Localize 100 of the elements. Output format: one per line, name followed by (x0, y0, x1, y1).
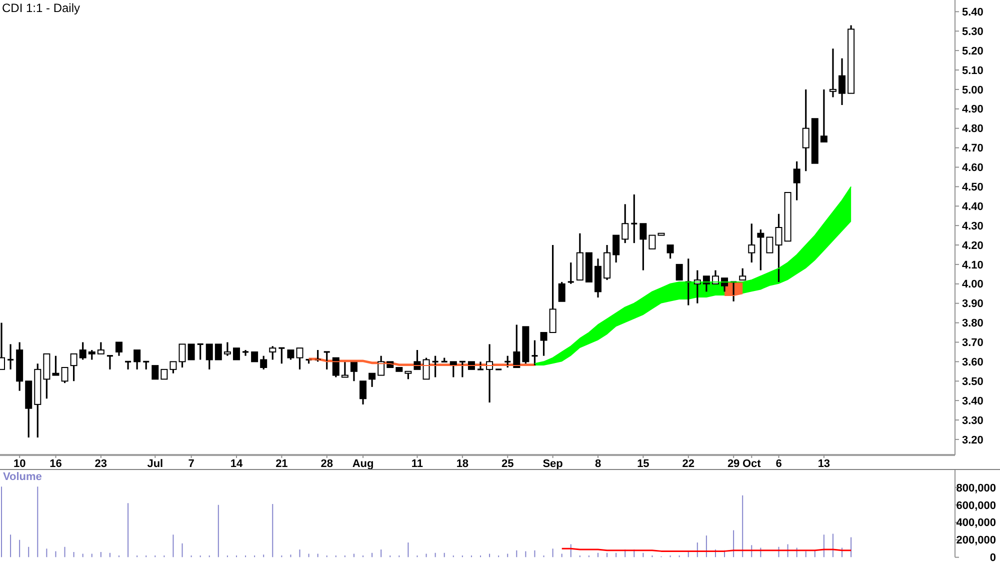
y-tick-label: 4.90 (962, 104, 984, 116)
candlestick (476, 360, 484, 370)
y-tick-label: 5.30 (962, 26, 984, 38)
candlestick (666, 244, 674, 260)
candlestick (540, 332, 548, 357)
x-tick-label: 13 (818, 458, 830, 470)
x-tick-label: 11 (411, 458, 424, 470)
x-tick-label: 21 (276, 458, 288, 470)
x-tick-label: 16 (50, 458, 62, 470)
candlestick (70, 353, 78, 382)
candlestick (152, 365, 159, 380)
y-tick-label: 4.00 (962, 278, 984, 291)
x-tick-label: 8 (594, 458, 602, 470)
y-tick-label: 3.50 (962, 376, 984, 388)
candlestick (232, 348, 240, 360)
candlestick (802, 88, 810, 172)
candlestick (513, 324, 520, 368)
candlestick (630, 194, 638, 244)
candlestick (558, 281, 566, 302)
y-tick-label: 0 (990, 552, 996, 562)
y-tick-label: 4.70 (962, 142, 984, 155)
candlestick (170, 360, 177, 374)
x-tick-label: Jul (147, 458, 164, 470)
candlestick (178, 343, 186, 368)
candlestick (766, 236, 774, 254)
candlestick (296, 347, 304, 370)
candlestick (287, 349, 294, 361)
x-tick-label: Aug (352, 458, 374, 470)
candlestick (530, 339, 539, 366)
candlestick (115, 341, 122, 357)
x-tick-label: 25 (502, 458, 514, 470)
y-tick-label: 5.20 (962, 45, 984, 58)
y-tick-label: 3.80 (962, 318, 984, 330)
y-tick-label: 5.40 (962, 6, 984, 19)
candlestick (341, 360, 348, 378)
candlestick (360, 380, 367, 406)
candlestick (206, 343, 213, 370)
x-tick-label: 18 (456, 458, 469, 470)
candlestick (820, 88, 828, 143)
x-tick-label: Oct (742, 458, 762, 470)
candlestick (504, 355, 512, 368)
candlestick (52, 355, 60, 376)
y-tick-label: 3.40 (962, 395, 984, 408)
candlestick (567, 262, 575, 285)
candlestick (648, 234, 656, 250)
y-tick-label: 200,000 (956, 534, 996, 547)
candlestick (269, 345, 276, 361)
candlestick (188, 344, 195, 360)
candlestick (640, 222, 647, 272)
candlestick (323, 351, 331, 370)
y-tick-label: 3.30 (962, 414, 984, 427)
y-tick-label: 4.20 (962, 240, 984, 252)
candlestick (829, 48, 836, 98)
y-tick-label: 4.40 (962, 200, 984, 213)
chart-title: CDI 1:1 - Daily (2, 1, 80, 15)
candlestick (612, 234, 620, 264)
y-tick-label: 5.00 (962, 84, 984, 96)
y-tick-label: 4.10 (962, 259, 984, 272)
x-tick-label: 22 (682, 458, 695, 470)
candlestick (422, 356, 430, 380)
candlestick (622, 203, 629, 244)
candlestick (676, 264, 683, 280)
y-tick-label: 600,000 (956, 500, 996, 512)
x-tick-label: 7 (188, 458, 194, 470)
y-tick-label: 4.80 (962, 123, 984, 136)
candlestick (739, 268, 746, 281)
x-tick-label: 23 (94, 458, 108, 470)
y-tick-label: 800,000 (956, 482, 996, 494)
candlestick (332, 356, 340, 378)
candlestick (702, 275, 710, 292)
candlestick (251, 351, 258, 362)
candlestick (260, 355, 268, 370)
y-tick-label: 4.30 (962, 220, 984, 232)
x-tick-label: Sep (542, 458, 564, 470)
y-tick-label: 4.50 (962, 182, 984, 194)
y-tick-label: 3.90 (962, 298, 984, 310)
candlestick (748, 222, 756, 264)
candlestick (97, 341, 104, 355)
candlestick (486, 343, 494, 404)
candlestick (838, 58, 846, 106)
candlestick (106, 355, 114, 370)
x-tick-label: 28 (320, 458, 333, 470)
candlestick (278, 347, 286, 364)
series-label: Volume (3, 471, 42, 483)
candlestick (160, 368, 168, 380)
candlestick (368, 372, 376, 388)
candlestick (458, 360, 466, 378)
y-tick-label: 4.60 (962, 162, 984, 174)
candlestick (378, 355, 385, 376)
candlestick (242, 349, 250, 357)
candlestick (61, 366, 68, 384)
x-tick-label: 29 (727, 458, 740, 470)
candlestick (134, 349, 141, 370)
candlestick (757, 228, 764, 272)
candlestick (721, 277, 728, 292)
candlestick (350, 360, 358, 382)
candlestick (196, 343, 204, 361)
x-tick-label: 15 (637, 458, 650, 470)
candlestick (432, 355, 440, 378)
candlestick (79, 341, 86, 361)
